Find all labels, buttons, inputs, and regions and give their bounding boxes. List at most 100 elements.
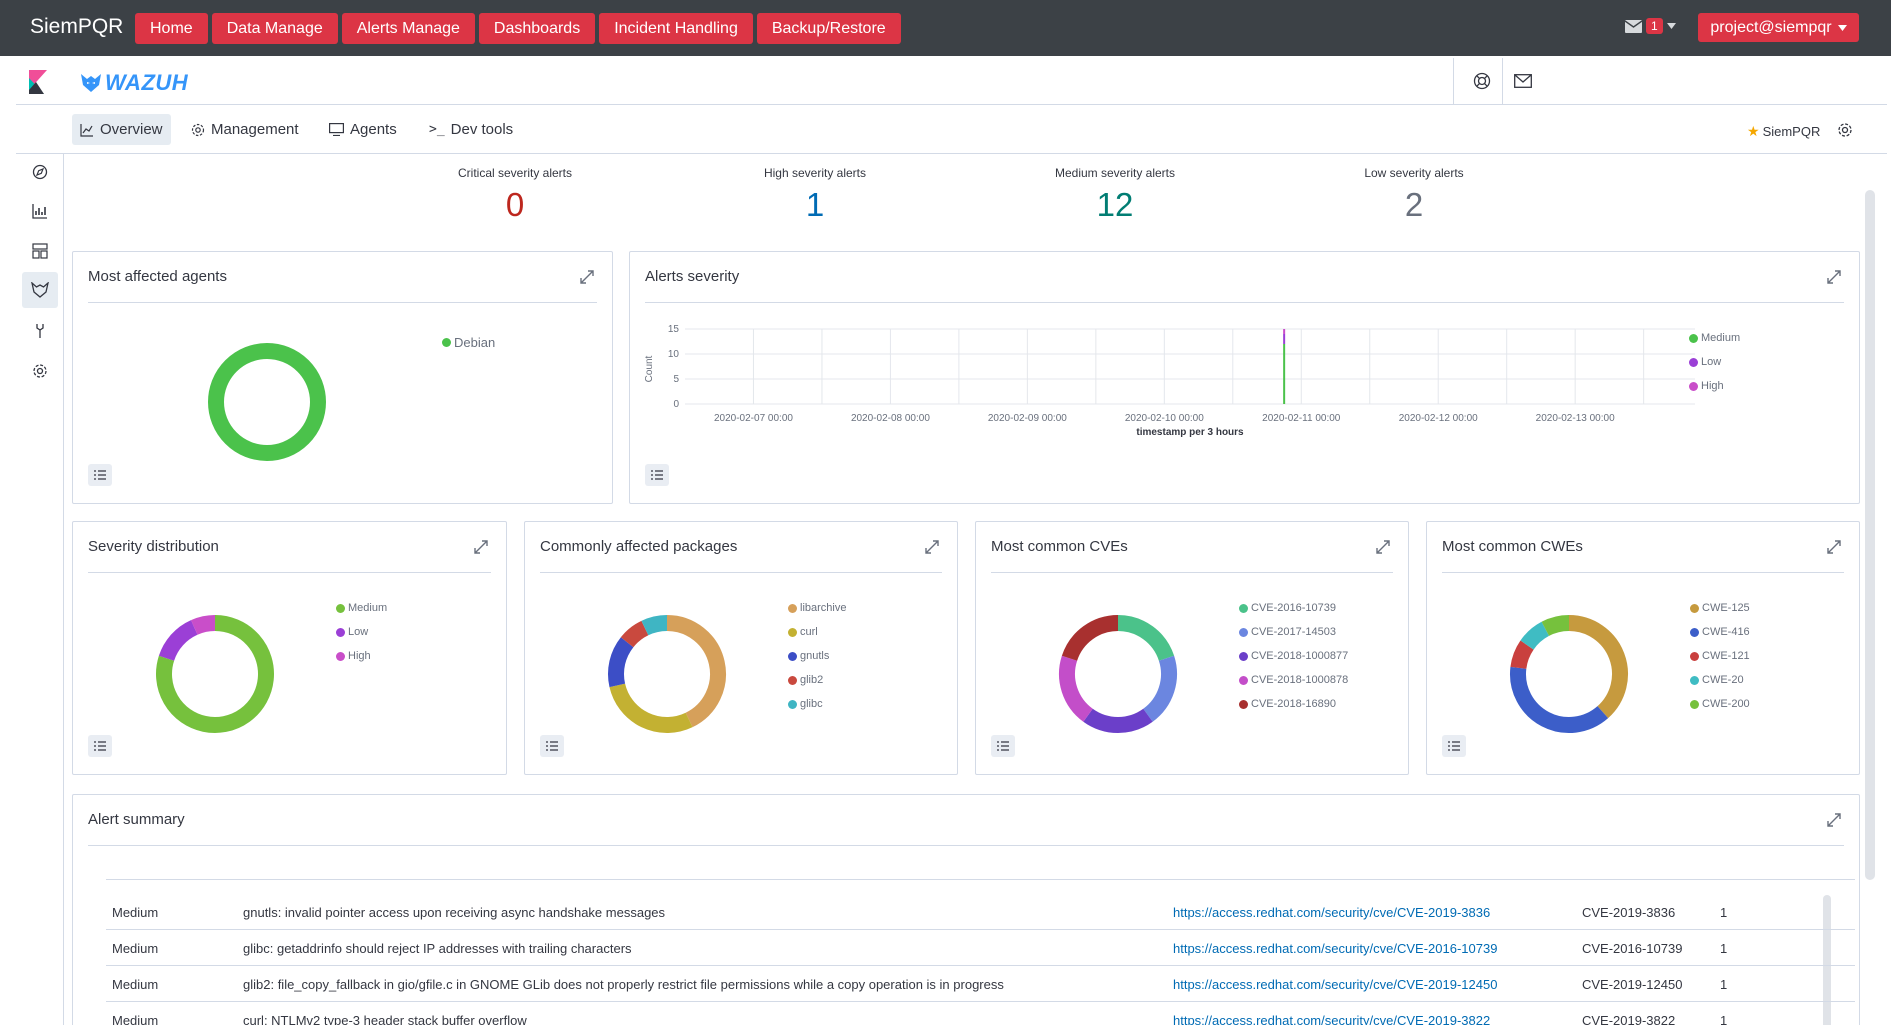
bar-medium[interactable] [1283, 344, 1286, 404]
user-menu-button[interactable]: project@siempqr [1698, 13, 1859, 42]
donut-slice-high[interactable] [191, 615, 216, 635]
donut-slice-cwe-20[interactable] [1520, 621, 1550, 650]
bar-low[interactable] [1283, 334, 1286, 344]
donut-slice-cve-2018-1000877[interactable] [1083, 708, 1153, 733]
donut-slice-debian[interactable] [208, 343, 326, 461]
legend-item[interactable]: glibc [788, 692, 846, 716]
dev-tools-wrench-icon[interactable] [28, 319, 52, 343]
expand-icon[interactable] [1373, 537, 1393, 557]
donut-slice-curl[interactable] [609, 683, 693, 733]
toggle-table-button[interactable] [1442, 735, 1466, 757]
legend-item[interactable]: glib2 [788, 668, 846, 692]
legend-item[interactable]: libarchive [788, 596, 846, 620]
legend-item[interactable]: gnutls [788, 644, 846, 668]
legend-item[interactable]: Low [1689, 350, 1740, 374]
donut-slice-glibc[interactable] [641, 615, 668, 636]
table-row[interactable]: Medium glibc: getaddrinfo should reject … [106, 930, 1855, 966]
legend-item[interactable]: CVE-2018-1000877 [1239, 644, 1348, 668]
donut-slice-cwe-416[interactable] [1510, 666, 1609, 733]
legend-item[interactable]: CWE-200 [1690, 692, 1750, 716]
donut-slice-cve-2016-10739[interactable] [1117, 615, 1175, 662]
nav-alerts-manage-button[interactable]: Alerts Manage [341, 13, 475, 44]
legend-dot [788, 627, 797, 637]
expand-icon[interactable] [1824, 537, 1844, 557]
panel-divider [88, 572, 491, 573]
favorite-siempqr[interactable]: ★ SiemPQR [1747, 123, 1820, 140]
donut-slice-cwe-121[interactable] [1510, 640, 1534, 670]
toggle-table-button[interactable] [88, 464, 112, 486]
toggle-table-button[interactable] [540, 735, 564, 757]
bar-high[interactable] [1283, 329, 1286, 334]
dashboard-grid-icon[interactable] [28, 239, 52, 263]
legend-item[interactable]: CVE-2016-10739 [1239, 596, 1348, 620]
donut-slice-cve-2018-1000878[interactable] [1059, 655, 1094, 722]
tab-overview[interactable]: Overview [72, 114, 171, 145]
legend-item[interactable]: CWE-125 [1690, 596, 1750, 620]
nav-dashboards-button[interactable]: Dashboards [478, 13, 596, 44]
page-scrollbar[interactable] [1865, 190, 1875, 880]
panel-common-cves: Most common CVEs CVE-2016-10739 CVE-2017… [975, 521, 1409, 775]
expand-icon[interactable] [577, 267, 597, 287]
legend-item[interactable]: Debian [442, 330, 495, 354]
settings-gear-icon[interactable] [1837, 122, 1853, 138]
legend-item[interactable]: Medium [336, 596, 387, 620]
tab-agents[interactable]: Agents [321, 114, 405, 145]
messages-menu[interactable]: 1 [1625, 18, 1676, 34]
donut-slice-libarchive[interactable] [666, 615, 726, 728]
management-gear-icon[interactable] [28, 359, 52, 383]
legend-item[interactable]: CVE-2018-1000878 [1239, 668, 1348, 692]
legend-item[interactable]: CVE-2018-16890 [1239, 692, 1348, 716]
expand-icon[interactable] [922, 537, 942, 557]
mail-icon[interactable] [1514, 74, 1532, 88]
tab-management[interactable]: Management [183, 114, 307, 145]
discover-compass-icon[interactable] [28, 160, 52, 184]
visualize-chart-icon[interactable] [28, 199, 52, 223]
expand-icon[interactable] [471, 537, 491, 557]
donut-slice-cve-2018-16890[interactable] [1061, 615, 1119, 662]
expand-icon[interactable] [1824, 810, 1844, 830]
brand-name[interactable]: SiemPQR [30, 15, 124, 38]
donut-slice-gnutls[interactable] [608, 637, 634, 688]
kibana-logo-icon[interactable] [29, 70, 47, 94]
table-row[interactable]: Medium glib2: file_copy_fallback in gio/… [106, 966, 1855, 1002]
toggle-table-button[interactable] [991, 735, 1015, 757]
legend-item[interactable]: CVE-2017-14503 [1239, 620, 1348, 644]
toggle-table-button[interactable] [88, 735, 112, 757]
cell-reference-link[interactable]: https://access.redhat.com/security/cve/C… [1173, 1013, 1491, 1025]
help-lifesaver-icon[interactable] [1473, 72, 1491, 90]
legend-item[interactable]: High [1689, 374, 1740, 398]
legend-item[interactable]: Medium [1689, 326, 1740, 350]
legend-label: High [348, 650, 371, 662]
nav-home-button[interactable]: Home [135, 13, 208, 44]
table-scrollbar[interactable] [1823, 895, 1831, 1025]
nav-backup-restore-button[interactable]: Backup/Restore [756, 13, 901, 44]
donut-slice-cwe-200[interactable] [1541, 615, 1570, 637]
legend-item[interactable]: CWE-20 [1690, 668, 1750, 692]
donut-slice-cwe-125[interactable] [1568, 615, 1628, 719]
legend-item[interactable]: CWE-416 [1690, 620, 1750, 644]
legend-item[interactable]: High [336, 644, 387, 668]
donut-slice-cve-2017-14503[interactable] [1142, 655, 1177, 722]
legend-label: curl [800, 626, 818, 638]
legend-item[interactable]: CWE-121 [1690, 644, 1750, 668]
wazuh-app-icon[interactable] [22, 272, 58, 308]
table-row[interactable]: Medium gnutls: invalid pointer access up… [106, 894, 1855, 930]
stat-high-label: High severity alerts [763, 166, 867, 180]
legend-item[interactable]: curl [788, 620, 846, 644]
cell-reference-link[interactable]: https://access.redhat.com/security/cve/C… [1173, 977, 1498, 992]
toggle-table-button[interactable] [645, 464, 669, 486]
table-row[interactable]: Medium curl: NTLMv2 type-3 header stack … [106, 1002, 1855, 1025]
legend-label: Medium [348, 602, 388, 614]
nav-data-manage-button[interactable]: Data Manage [211, 13, 338, 44]
donut-slice-glib2[interactable] [620, 620, 649, 648]
legend-item[interactable]: Low [336, 620, 387, 644]
donut-slice-low[interactable] [158, 620, 198, 662]
top-nav: Home Data Manage Alerts Manage Dashboard… [135, 13, 901, 44]
nav-incident-handling-button[interactable]: Incident Handling [599, 13, 753, 44]
cell-reference-link[interactable]: https://access.redhat.com/security/cve/C… [1173, 905, 1491, 920]
wazuh-logo[interactable]: WAZUH [80, 70, 188, 96]
cell-reference-link[interactable]: https://access.redhat.com/security/cve/C… [1173, 941, 1498, 956]
expand-icon[interactable] [1824, 267, 1844, 287]
tab-dev-tools[interactable]: >_ Dev tools [421, 114, 521, 145]
donut-slice-medium[interactable] [156, 615, 274, 733]
